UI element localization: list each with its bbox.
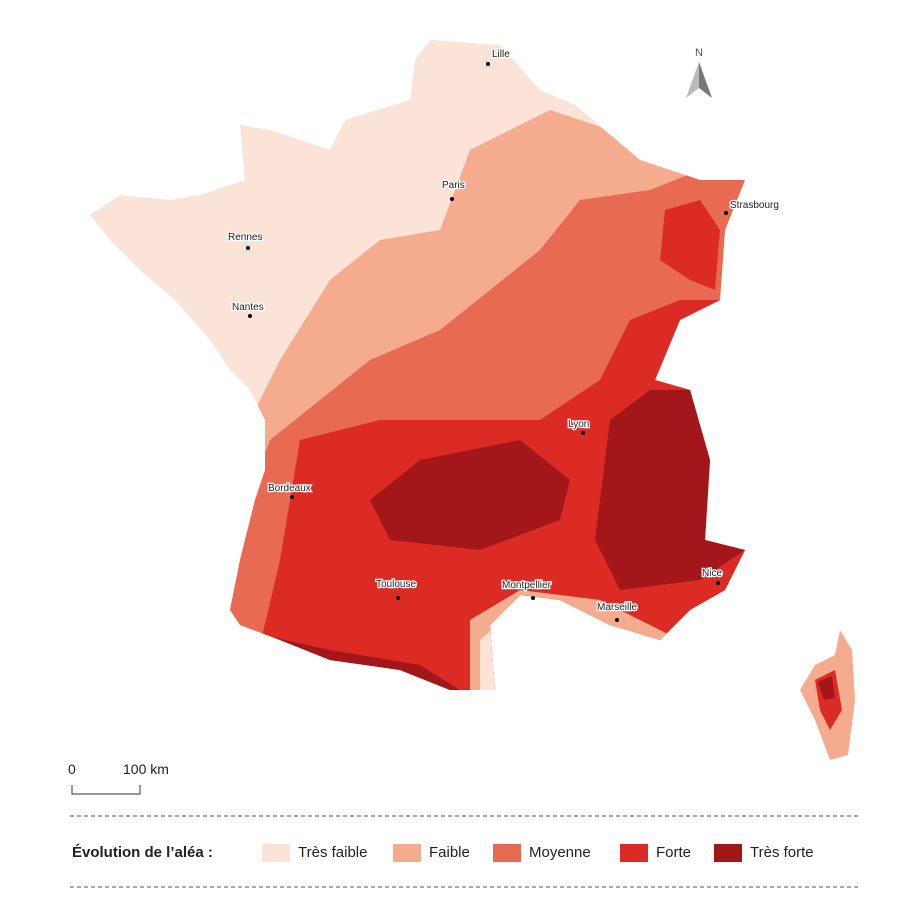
city-label: Marseille — [597, 602, 637, 613]
legend-swatch — [620, 844, 648, 862]
corsica — [800, 630, 855, 760]
legend-label: Faible — [429, 844, 470, 861]
scale-bar: 0 100 km — [68, 761, 169, 795]
legend-label: Très forte — [750, 844, 814, 861]
city-label: Rennes — [228, 232, 262, 243]
city-label: Nantes — [232, 302, 264, 313]
city-label: Toulouse — [376, 579, 416, 590]
legend-swatch — [714, 844, 742, 862]
city-label: Paris — [442, 180, 465, 191]
north-arrow: N — [686, 47, 712, 98]
scale-start: 0 — [68, 761, 76, 777]
legend-swatch — [262, 844, 290, 862]
legend-title: Évolution de l’aléa : — [72, 844, 213, 861]
legend: Évolution de l’aléa : Très faible Faible M… — [72, 844, 814, 862]
city-label: Lille — [492, 49, 510, 60]
legend-swatch — [493, 844, 521, 862]
north-label: N — [695, 47, 703, 59]
cities: Lille Paris Strasbourg Rennes Nantes Lyo… — [227, 48, 780, 622]
legend-label: Très faible — [298, 844, 367, 861]
legend-label: Moyenne — [529, 844, 591, 861]
city-label: Montpellier — [502, 580, 552, 591]
legend-swatch — [393, 844, 421, 862]
legend-label: Forte — [656, 844, 691, 861]
city-label: Lyon — [568, 419, 589, 430]
city-label: Strasbourg — [730, 200, 779, 211]
scale-end: 100 km — [123, 761, 169, 777]
city-label: Nice — [702, 568, 722, 579]
city-label: Bordeaux — [268, 483, 311, 494]
